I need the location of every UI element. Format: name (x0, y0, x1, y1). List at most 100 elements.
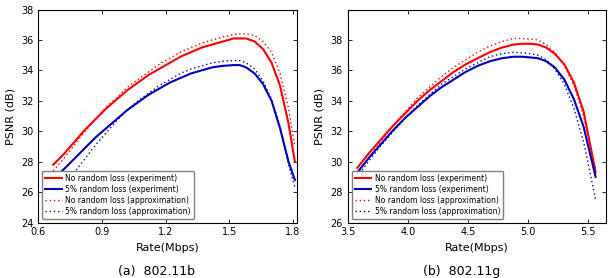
5% random loss (experiment) (291, 178, 299, 182)
5% random loss (approximation) (113, 119, 121, 122)
No random loss (experiment) (570, 81, 578, 84)
No random loss (approximation) (580, 114, 588, 118)
5% random loss (experiment) (474, 64, 482, 68)
5% random loss (approximation) (518, 51, 526, 54)
5% random loss (experiment) (242, 66, 250, 69)
No random loss (approximation) (277, 72, 284, 75)
5% random loss (approximation) (561, 83, 568, 86)
No random loss (experiment) (378, 137, 385, 141)
5% random loss (experiment) (259, 83, 267, 86)
No random loss (experiment) (50, 163, 57, 167)
5% random loss (approximation) (291, 186, 299, 189)
Text: (a)  802.11b: (a) 802.11b (118, 265, 195, 278)
No random loss (approximation) (486, 44, 493, 48)
No random loss (experiment) (285, 122, 292, 125)
5% random loss (experiment) (251, 72, 258, 75)
5% random loss (experiment) (580, 125, 588, 128)
No random loss (experiment) (354, 166, 361, 170)
5% random loss (experiment) (177, 76, 184, 80)
No random loss (approximation) (366, 155, 373, 159)
No random loss (approximation) (438, 75, 446, 78)
5% random loss (approximation) (209, 61, 216, 64)
No random loss (experiment) (103, 107, 110, 110)
5% random loss (approximation) (390, 130, 397, 133)
5% random loss (experiment) (426, 95, 433, 98)
Legend: No random loss (experiment), 5% random loss (experiment), No random loss (approx: No random loss (experiment), 5% random l… (352, 171, 503, 219)
No random loss (experiment) (259, 48, 267, 51)
X-axis label: Rate(Mbps): Rate(Mbps) (446, 243, 509, 253)
Text: (b)  802.11g: (b) 802.11g (424, 265, 501, 278)
5% random loss (approximation) (474, 61, 482, 64)
5% random loss (experiment) (285, 160, 292, 163)
5% random loss (experiment) (354, 171, 361, 174)
No random loss (experiment) (236, 37, 244, 40)
5% random loss (approximation) (103, 131, 110, 135)
No random loss (approximation) (518, 37, 526, 40)
5% random loss (experiment) (236, 63, 244, 67)
Y-axis label: PSNR (dB): PSNR (dB) (315, 88, 325, 145)
No random loss (approximation) (198, 41, 205, 45)
5% random loss (approximation) (570, 107, 578, 110)
5% random loss (approximation) (134, 99, 141, 103)
5% random loss (approximation) (259, 80, 267, 83)
No random loss (approximation) (378, 139, 385, 142)
5% random loss (experiment) (518, 55, 526, 58)
Line: 5% random loss (approximation): 5% random loss (approximation) (357, 52, 595, 200)
5% random loss (experiment) (81, 146, 89, 150)
No random loss (experiment) (551, 52, 558, 55)
No random loss (approximation) (474, 51, 482, 54)
5% random loss (experiment) (71, 157, 78, 160)
5% random loss (experiment) (209, 66, 216, 69)
No random loss (approximation) (155, 63, 163, 66)
5% random loss (experiment) (166, 81, 173, 84)
5% random loss (approximation) (71, 171, 78, 174)
No random loss (experiment) (366, 151, 373, 154)
5% random loss (experiment) (534, 57, 542, 60)
5% random loss (approximation) (242, 61, 250, 64)
No random loss (experiment) (543, 46, 550, 49)
5% random loss (experiment) (155, 87, 163, 90)
No random loss (experiment) (426, 88, 433, 92)
5% random loss (approximation) (145, 91, 152, 95)
No random loss (experiment) (534, 43, 542, 46)
No random loss (approximation) (177, 51, 184, 54)
No random loss (experiment) (230, 37, 237, 40)
No random loss (approximation) (450, 66, 457, 69)
No random loss (experiment) (209, 43, 216, 46)
No random loss (experiment) (390, 123, 397, 127)
No random loss (experiment) (145, 73, 152, 77)
No random loss (experiment) (510, 43, 518, 46)
5% random loss (approximation) (285, 163, 292, 167)
5% random loss (approximation) (50, 198, 57, 202)
Line: No random loss (experiment): No random loss (experiment) (53, 38, 295, 165)
No random loss (approximation) (561, 64, 568, 68)
5% random loss (approximation) (498, 52, 506, 55)
5% random loss (experiment) (570, 98, 578, 101)
5% random loss (approximation) (402, 116, 409, 119)
5% random loss (experiment) (366, 155, 373, 159)
5% random loss (experiment) (414, 105, 421, 109)
No random loss (experiment) (518, 42, 526, 46)
5% random loss (approximation) (187, 67, 195, 71)
5% random loss (approximation) (251, 67, 258, 71)
5% random loss (approximation) (155, 84, 163, 87)
No random loss (approximation) (462, 58, 469, 61)
Line: 5% random loss (experiment): 5% random loss (experiment) (357, 57, 595, 177)
No random loss (experiment) (242, 37, 250, 40)
No random loss (experiment) (71, 140, 78, 144)
No random loss (experiment) (251, 40, 258, 43)
No random loss (approximation) (592, 168, 599, 171)
5% random loss (approximation) (124, 108, 131, 112)
5% random loss (approximation) (486, 55, 493, 58)
5% random loss (approximation) (534, 54, 542, 57)
No random loss (approximation) (498, 40, 506, 43)
No random loss (approximation) (103, 105, 110, 109)
5% random loss (approximation) (81, 157, 89, 160)
No random loss (experiment) (402, 111, 409, 115)
Line: No random loss (approximation): No random loss (approximation) (53, 34, 295, 171)
5% random loss (approximation) (527, 52, 534, 55)
5% random loss (approximation) (592, 198, 599, 202)
No random loss (approximation) (414, 96, 421, 100)
No random loss (approximation) (230, 33, 237, 36)
No random loss (experiment) (60, 152, 67, 156)
